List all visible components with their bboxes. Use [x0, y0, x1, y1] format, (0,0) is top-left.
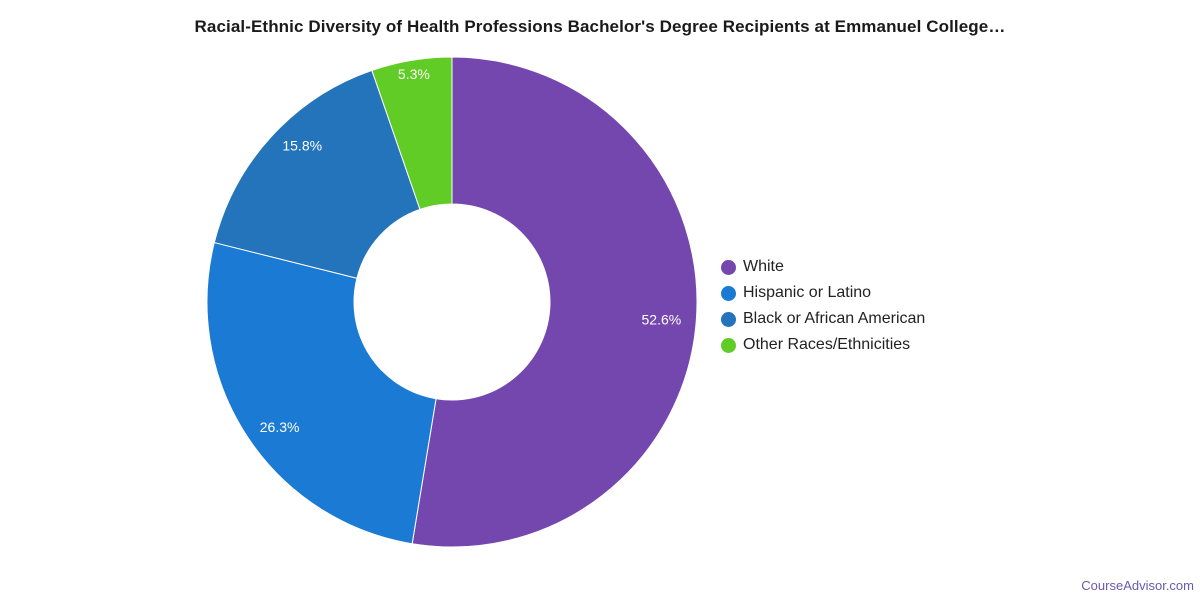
legend-swatch-icon — [721, 337, 736, 353]
legend-item-other-races-ethnicities[interactable]: Other Races/Ethnicities — [721, 332, 925, 358]
slice-other-races-ethnicities[interactable] — [371, 56, 453, 211]
legend-label: Black or African American — [743, 310, 926, 327]
legend-swatch-icon — [721, 285, 736, 301]
legend-swatch-icon — [721, 311, 736, 327]
chart-title: Racial-Ethnic Diversity of Health Profes… — [194, 17, 1006, 36]
legend-label: White — [743, 258, 784, 275]
slice-white[interactable] — [411, 56, 698, 548]
chart-legend: White Hispanic or Latino Black or African … — [721, 254, 925, 358]
legend-item-hispanic-or-latino[interactable]: Hispanic or Latino — [721, 280, 925, 306]
slice-labels: 52.6% 26.3% 15.8% 5.3% — [260, 66, 681, 435]
source-credit[interactable]: CourseAdvisor.com — [1081, 578, 1194, 593]
legend-item-white[interactable]: White — [721, 254, 925, 280]
slice-hispanic-or-latino[interactable] — [206, 241, 437, 545]
slice-black-or-african-american[interactable] — [213, 69, 421, 279]
slice-label-hispanic-or-latino: 26.3% — [260, 419, 300, 435]
legend-label: Other Races/Ethnicities — [743, 336, 911, 353]
slice-label-other-races-ethnicities: 5.3% — [398, 66, 430, 82]
slice-label-black-or-african-american: 15.8% — [282, 137, 322, 153]
legend-swatch-icon — [721, 259, 736, 275]
donut-slices — [206, 56, 698, 548]
legend-label: Hispanic or Latino — [743, 284, 872, 301]
slice-label-white: 52.6% — [642, 311, 682, 327]
legend-item-black-or-african-american[interactable]: Black or African American — [721, 306, 925, 332]
